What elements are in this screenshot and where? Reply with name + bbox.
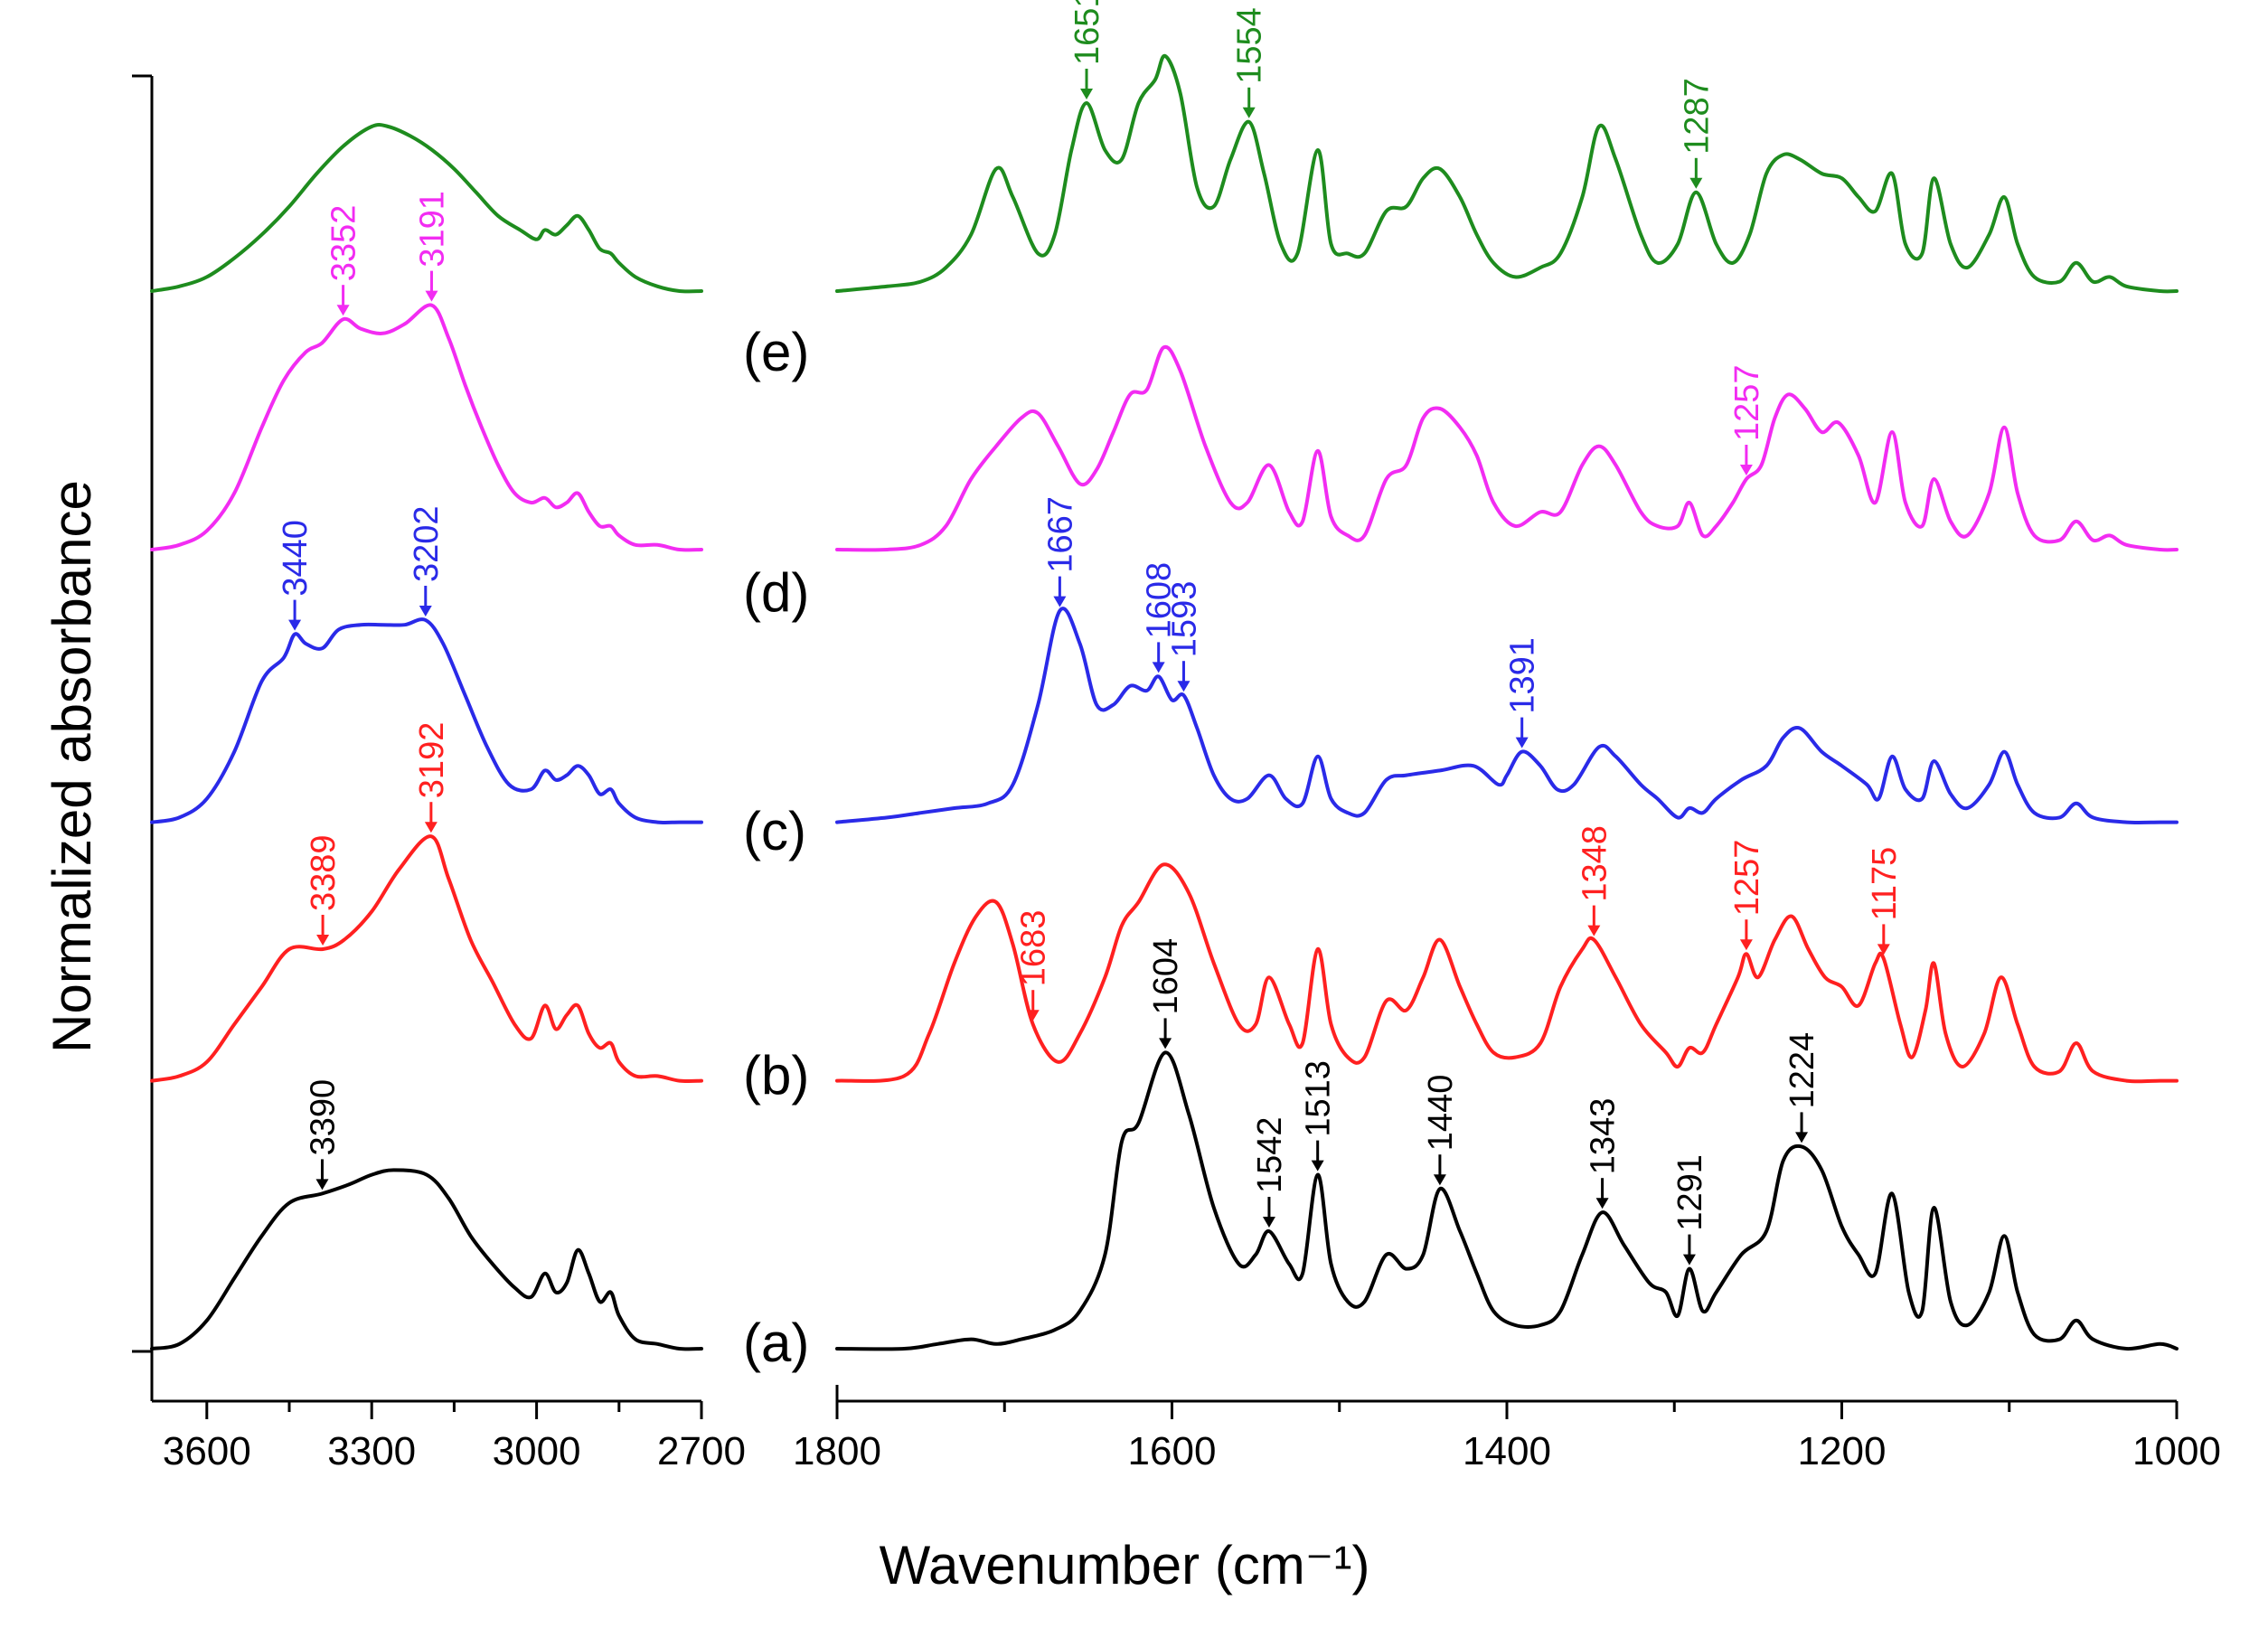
x-tick-label-low-1400: 1400 [1463, 1429, 1551, 1473]
curve-label-b: (b) [743, 1045, 809, 1106]
peak-label-1604: 1604 [1147, 938, 1185, 1015]
spectrum-a-high [150, 1168, 703, 1351]
peak-arrow-head [1587, 925, 1601, 936]
x-tick-label-low-1600: 1600 [1128, 1429, 1217, 1473]
peak-arrow-head [1595, 1198, 1609, 1209]
peak-label-1287: 1287 [1678, 78, 1716, 155]
curve-label-d: (d) [743, 562, 809, 623]
peak-label-1513: 1513 [1300, 1060, 1338, 1137]
peak-arrow-head [1262, 1217, 1275, 1228]
x-tick-label-low-1000: 1000 [2132, 1429, 2221, 1473]
spectrum-a-low [835, 1050, 2179, 1351]
x-tick-label-low-1800: 1800 [793, 1429, 881, 1473]
peak-arrow-head [1177, 681, 1190, 692]
peak-arrow-head [316, 935, 330, 946]
peak-label-1257: 1257 [1728, 364, 1766, 441]
x-tick-label-high-3000: 3000 [493, 1429, 581, 1473]
peak-label-3390: 3390 [304, 1079, 342, 1156]
curve-label-a: (a) [743, 1313, 809, 1373]
peak-arrow-head [1311, 1160, 1324, 1172]
peak-arrow-head [1026, 1010, 1040, 1021]
curve-label-e: (e) [743, 322, 809, 382]
peak-arrow-head [288, 619, 302, 631]
peak-arrow-head [1739, 465, 1753, 475]
peak-arrow-head [1433, 1174, 1446, 1186]
peak-arrow-head [1877, 944, 1890, 955]
peak-label-1343: 1343 [1585, 1098, 1623, 1175]
peak-label-1257: 1257 [1728, 840, 1766, 917]
x-tick-label-high-3600: 3600 [163, 1429, 251, 1473]
tick-layer: 3600 3300 3000 2700 1800 1600 1400 1200 1000 [163, 1401, 2221, 1473]
peak-arrow-head [1152, 662, 1165, 673]
peak-arrow-head [1689, 177, 1703, 189]
peak-arrow-head [1739, 939, 1753, 951]
x-tick-label-low-1200: 1200 [1798, 1429, 1887, 1473]
peak-label-1683: 1683 [1015, 910, 1053, 987]
peak-arrow-head [1242, 107, 1256, 118]
spectrum-e-low [835, 53, 2179, 294]
peak-arrow-head [425, 290, 438, 302]
peak-label-1608: 1608 [1141, 562, 1179, 639]
x-tick-label-high-3300: 3300 [327, 1429, 416, 1473]
spectrum-b-high [150, 834, 703, 1083]
peak-label-3352: 3352 [325, 205, 363, 282]
peak-label-1440: 1440 [1422, 1075, 1460, 1152]
peak-label-1554: 1554 [1231, 7, 1269, 84]
y-axis-title: Normalized absorbance [42, 480, 102, 1053]
spectrum-c-low [835, 607, 2179, 824]
x-tick-label-high-2700: 2700 [657, 1429, 746, 1473]
peak-arrow-head [1682, 1254, 1696, 1266]
spectrum-d-low [835, 344, 2179, 552]
curves-layer [150, 53, 2179, 1351]
peak-label-3440: 3440 [277, 520, 315, 597]
spectrum-b-low [835, 862, 2179, 1084]
peak-label-3192: 3192 [413, 722, 451, 799]
x-axis-title: Wavenumber (cm⁻¹) [880, 1535, 1370, 1595]
peak-arrow-head [1795, 1132, 1809, 1143]
spectrum-e-high [150, 123, 703, 294]
peak-arrow-head [1053, 596, 1067, 607]
peak-label-1224: 1224 [1783, 1032, 1821, 1109]
peak-arrow-head [424, 822, 438, 833]
peak-arrow-head [1159, 1038, 1172, 1049]
peak-arrow-head [1080, 89, 1094, 99]
peak-label-1593: 1593 [1165, 581, 1203, 658]
peak-label-1542: 1542 [1251, 1116, 1289, 1193]
peak-arrow-head [336, 305, 350, 316]
peak-label-1651: 1651 [1068, 0, 1106, 65]
peak-label-1391: 1391 [1504, 637, 1542, 714]
peak-arrow-head [315, 1179, 329, 1191]
peak-label-3202: 3202 [408, 505, 446, 582]
peak-label-3191: 3191 [413, 191, 451, 268]
peak-label-1348: 1348 [1576, 825, 1614, 902]
peak-label-1175: 1175 [1866, 847, 1904, 921]
spectrum-c-high [150, 617, 703, 824]
annotations-layer: 3390 1604 1542 1513 1440 1343 1291 1224 3389 3192… [277, 0, 1904, 1266]
peak-arrow-head [419, 606, 432, 616]
peak-label-1667: 1667 [1041, 496, 1079, 573]
peak-label-1291: 1291 [1671, 1154, 1709, 1231]
curve-label-c: (c) [743, 801, 806, 861]
peak-label-3389: 3389 [305, 834, 343, 911]
peak-arrow-head [1515, 737, 1529, 748]
spectrum-d-high [150, 303, 703, 552]
